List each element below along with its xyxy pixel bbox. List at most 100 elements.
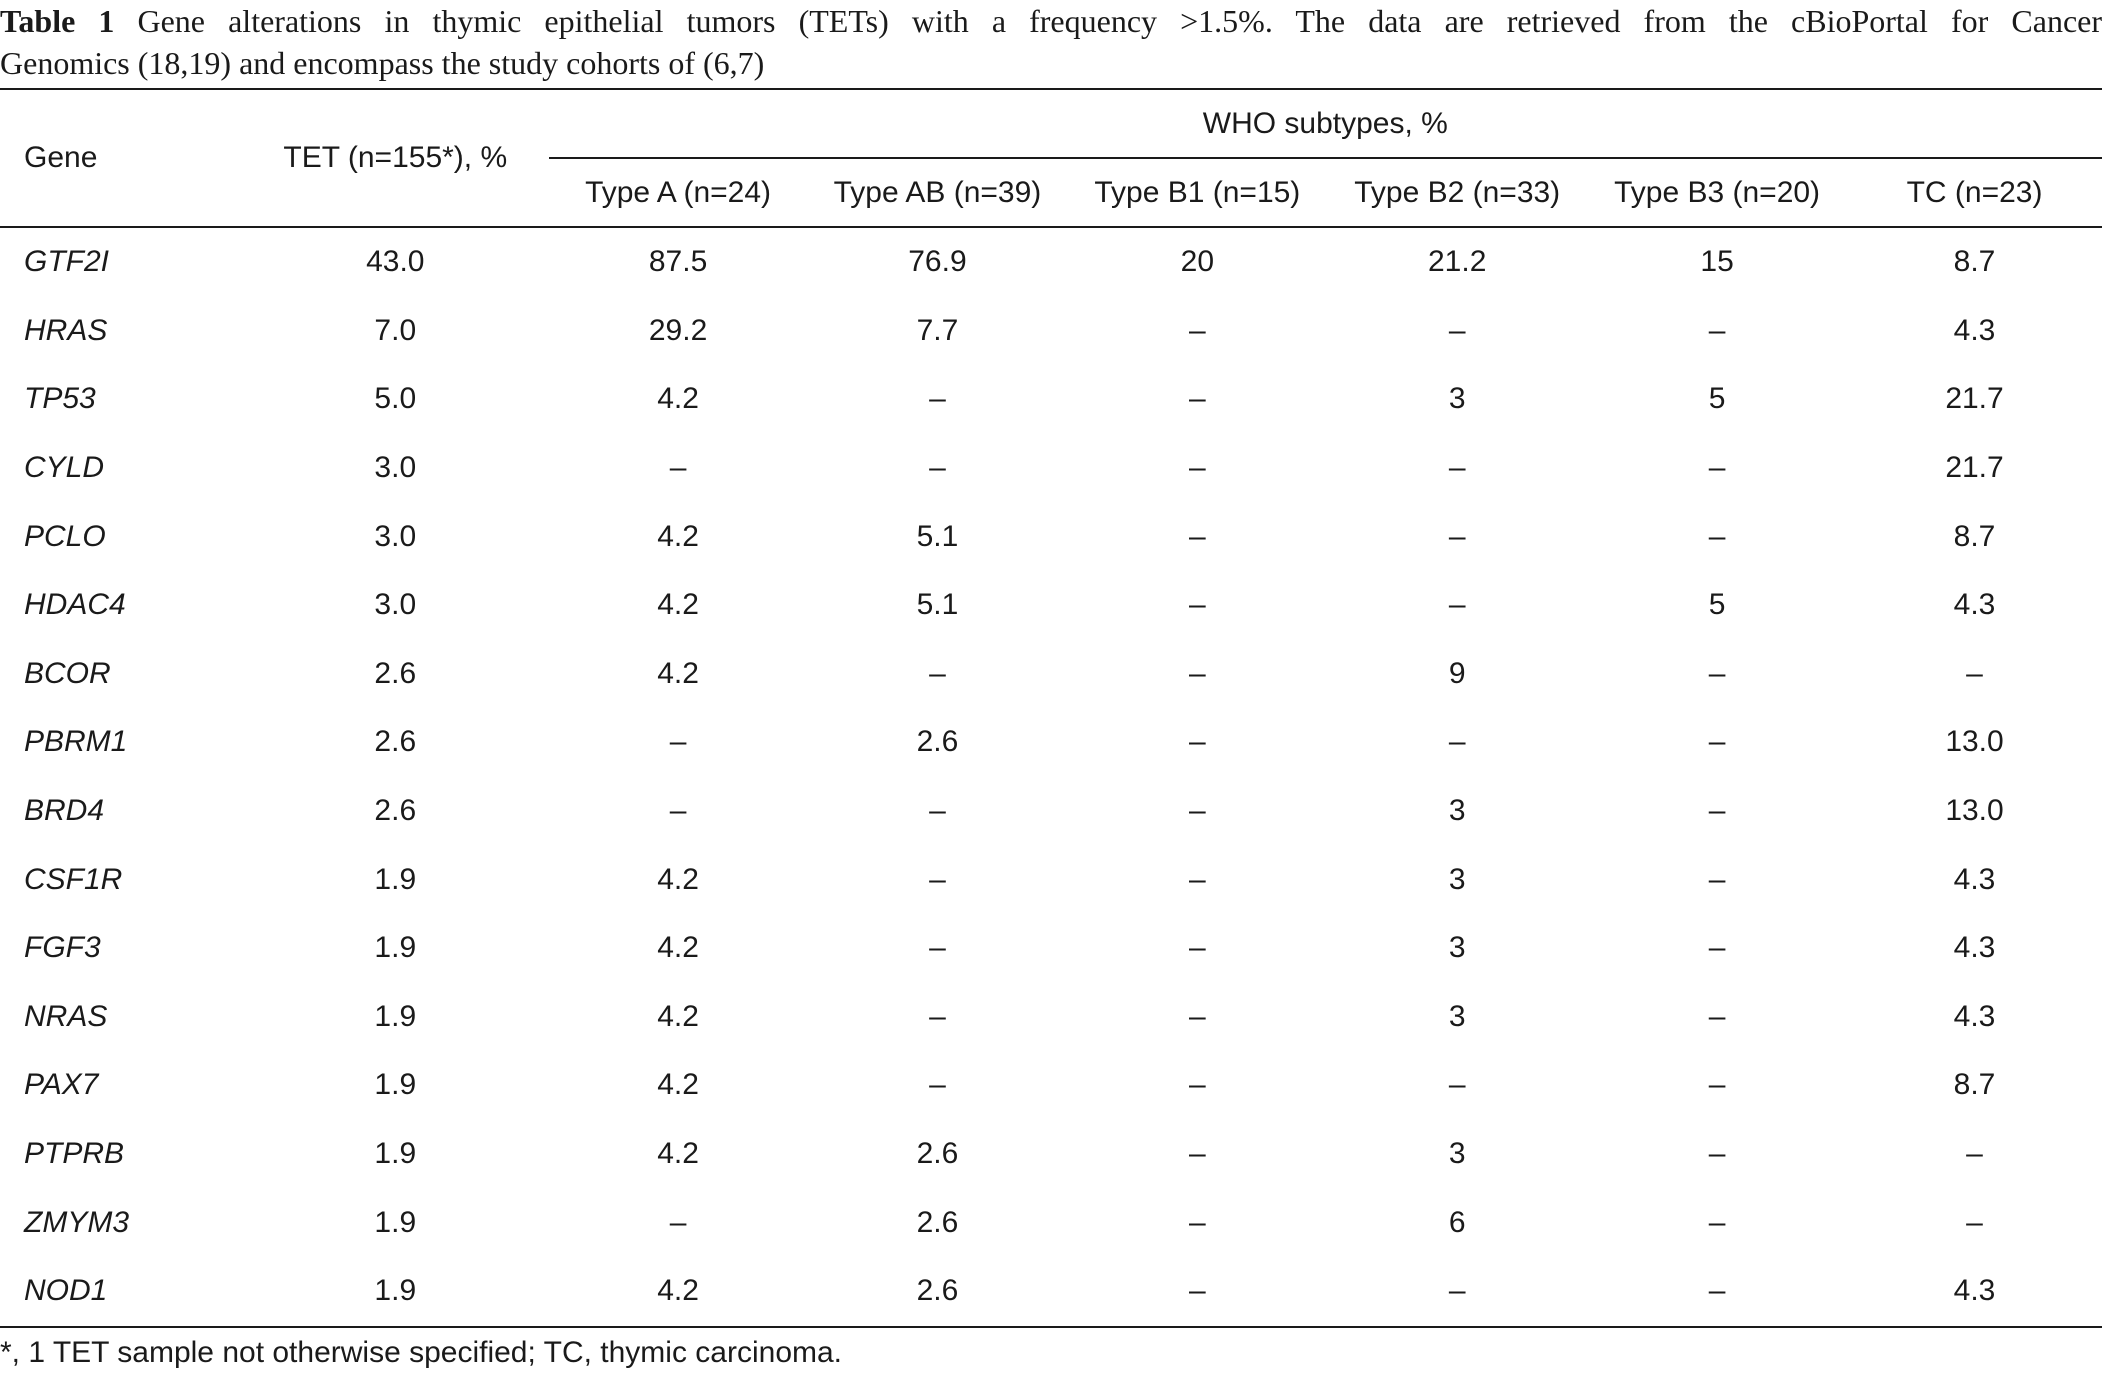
tet-cell: 2.6 [374,794,417,828]
type-ab-cell: 2.6 [916,725,959,759]
type-b1-cell: – [1188,588,1206,622]
gene-alterations-table: Gene TET (n=155*), % WHO subtypes, % Typ… [0,88,2102,1328]
tc-cell: 4.3 [1953,588,1996,622]
table-label: Table 1 [0,3,115,39]
tet-cell: 7.0 [374,313,417,347]
table-row: NRAS 1.9 4.2 – – 3 – 4.3 [0,983,2102,1052]
type-b1-cell: – [1188,931,1206,965]
gene-cell: FGF3 [24,931,101,965]
tc-cell: 8.7 [1953,519,1996,553]
type-a-cell: – [669,451,687,485]
type-b3-cell: – [1708,519,1726,553]
type-b2-cell: – [1448,519,1466,553]
table-row: PCLO 3.0 4.2 5.1 – – – 8.7 [0,502,2102,571]
table-caption: Table 1 Gene alterations in thymic epith… [0,0,2102,84]
type-a-cell: 4.2 [657,1274,699,1308]
type-a-cell: 4.2 [657,382,699,416]
table-header: Gene TET (n=155*), % WHO subtypes, % Typ… [0,89,2102,228]
type-b2-cell: 3 [1448,794,1466,828]
header-type-b2: Type B2 (n=33) [1354,175,1561,209]
type-b3-cell: – [1708,1068,1726,1102]
header-type-b1: Type B1 (n=15) [1094,175,1301,209]
type-b2-cell: – [1448,1068,1466,1102]
tc-cell: 4.3 [1953,313,1996,347]
type-ab-cell: – [929,999,946,1033]
type-b2-cell: – [1448,1274,1466,1308]
tc-cell: – [1966,1205,1983,1239]
table-row: NOD1 1.9 4.2 2.6 – – – 4.3 [0,1257,2102,1327]
header-row-2: Type A (n=24) Type AB (n=39) Type B1 (n=… [0,159,2102,227]
type-b1-cell: – [1188,382,1206,416]
tc-cell: 13.0 [1945,725,2004,759]
tet-cell: 3.0 [374,588,417,622]
tc-cell: – [1966,1137,1983,1171]
type-ab-cell: 7.7 [916,313,959,347]
gene-cell: HDAC4 [24,588,126,622]
type-b3-cell: 5 [1708,382,1726,416]
type-b2-cell: – [1448,588,1466,622]
type-b3-cell: – [1708,1205,1726,1239]
type-a-cell: 4.2 [657,999,699,1033]
table-row: PTPRB 1.9 4.2 2.6 – 3 – – [0,1120,2102,1189]
table-row: BRD4 2.6 – – – 3 – 13.0 [0,777,2102,846]
type-b3-cell: – [1708,999,1726,1033]
tc-cell: 21.7 [1945,382,2004,416]
caption-line-2: Genomics (18,19) and encompass the study… [0,45,765,81]
type-b2-cell: 3 [1448,862,1466,896]
type-b3-cell: – [1708,931,1726,965]
gene-cell: PTPRB [24,1137,125,1171]
tet-cell: 2.6 [374,725,417,759]
type-b2-cell: 3 [1448,999,1466,1033]
type-b2-cell: 21.2 [1428,245,1487,279]
type-ab-cell: 2.6 [916,1274,959,1308]
gene-cell: BCOR [24,656,111,690]
type-ab-cell: – [929,794,946,828]
table-row: TP53 5.0 4.2 – – 3 5 21.7 [0,365,2102,434]
tet-cell: 1.9 [374,1137,417,1171]
tet-cell: 5.0 [374,382,417,416]
type-b3-cell: – [1708,656,1726,690]
type-b2-cell: 3 [1448,382,1466,416]
tc-cell: 4.3 [1953,931,1996,965]
type-ab-cell: 2.6 [916,1205,959,1239]
type-b3-cell: – [1708,1137,1726,1171]
type-a-cell: – [669,794,687,828]
type-b1-cell: – [1188,451,1206,485]
gene-cell: ZMYM3 [24,1205,129,1239]
table-row: ZMYM3 1.9 – 2.6 – 6 – – [0,1188,2102,1257]
type-b3-cell: – [1708,794,1726,828]
tc-cell: 8.7 [1953,1068,1996,1102]
header-row-1: Gene TET (n=155*), % WHO subtypes, % [0,89,2102,228]
type-a-cell: 4.2 [657,931,699,965]
type-b1-cell: – [1188,862,1206,896]
type-b2-cell: – [1448,451,1466,485]
type-b1-cell: – [1188,725,1206,759]
type-b1-cell: – [1188,1205,1206,1239]
type-ab-cell: – [929,656,946,690]
header-type-ab: Type AB (n=39) [833,175,1042,209]
header-gene: Gene [0,89,242,228]
type-b3-cell: – [1708,313,1726,347]
type-a-cell: 29.2 [648,313,708,347]
gene-cell: GTF2I [24,245,110,279]
type-ab-cell: – [929,1068,946,1102]
header-type-a: Type A (n=24) [585,175,772,209]
type-a-cell: 87.5 [648,245,708,279]
type-ab-cell: – [929,862,946,896]
type-b1-cell: – [1188,656,1206,690]
type-ab-cell: 76.9 [908,245,967,279]
table-row: GTF2I 43.0 87.5 76.9 20 21.2 15 8.7 [0,227,2102,297]
type-b1-cell: – [1188,1137,1206,1171]
type-ab-cell: – [929,451,946,485]
table-row: HRAS 7.0 29.2 7.7 – – – 4.3 [0,297,2102,366]
tet-cell: 2.6 [374,656,417,690]
header-tc: TC (n=23) [1906,175,2043,209]
caption-text-1: Gene alterations in thymic epithelial tu… [137,3,2102,39]
gene-cell: NOD1 [24,1274,108,1308]
tet-cell: 1.9 [374,1274,417,1308]
type-a-cell: – [669,1205,687,1239]
type-b1-cell: – [1188,313,1206,347]
type-b1-cell: – [1188,794,1206,828]
gene-cell: PBRM1 [24,725,128,759]
tc-cell: 8.7 [1953,245,1996,279]
